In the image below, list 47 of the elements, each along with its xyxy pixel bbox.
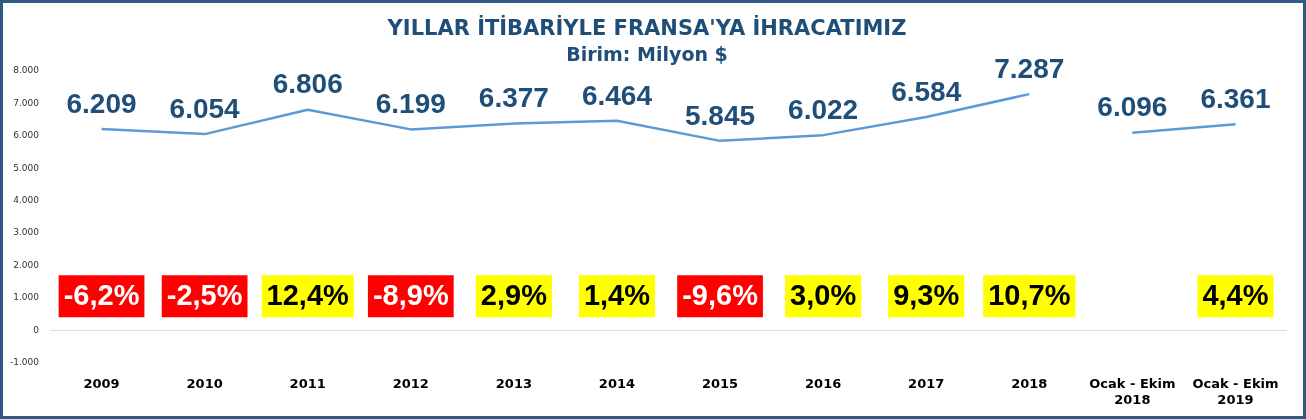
annotation: 10,7% <box>988 279 1071 312</box>
x-tick-label: 2015 <box>701 375 739 391</box>
y-tick-label: 6.000 <box>13 130 40 141</box>
x-tick-label: 2011 <box>289 375 326 391</box>
data-label: 6.806 <box>272 68 343 100</box>
y-tick-label: 5.000 <box>13 162 40 173</box>
y-tick-label: -1.000 <box>10 357 40 368</box>
x-tick-label: Ocak - Ekim 2019 <box>1192 375 1279 407</box>
y-tick-label: 3.000 <box>13 227 40 238</box>
x-tick-label: 2012 <box>392 375 429 391</box>
data-label: 6.022 <box>788 93 859 125</box>
y-tick-label: 7.000 <box>13 97 40 108</box>
y-tick-label: 0 <box>33 324 40 335</box>
annotation: -2,5% <box>166 279 243 312</box>
annotation: 9,3% <box>893 279 960 312</box>
annotation: 4,4% <box>1202 279 1269 312</box>
data-label: 6.377 <box>478 82 549 114</box>
chart-title: YILLAR İTİBARİYLE FRANSA'YA İHRACATIMIZ <box>386 15 907 41</box>
y-tick-label: 2.000 <box>13 259 40 270</box>
data-label: 6.199 <box>375 88 446 120</box>
x-tick-label: 2014 <box>598 375 636 391</box>
annotation: -6,2% <box>63 279 140 312</box>
y-tick-label: 4.000 <box>13 195 40 206</box>
y-tick-label: 1.000 <box>13 292 40 303</box>
y-tick-label: 8.000 <box>13 65 40 76</box>
annotation: 1,4% <box>583 279 651 312</box>
x-tick-label: Ocak - Ekim 2018 <box>1089 375 1176 407</box>
data-label: 6.209 <box>66 87 137 119</box>
data-label: 6.361 <box>1200 82 1271 114</box>
annotation: 2,9% <box>480 279 548 312</box>
x-tick-label: 2010 <box>186 375 223 391</box>
annotation: -9,6% <box>682 279 759 312</box>
x-tick-label: 2009 <box>83 375 120 391</box>
annotation: -8,9% <box>372 279 449 312</box>
data-label: 6.464 <box>581 79 653 111</box>
data-label: 6.096 <box>1097 91 1168 123</box>
x-tick-label: 2018 <box>1011 375 1048 391</box>
annotation: 12,4% <box>266 279 350 312</box>
data-label: 5.845 <box>685 99 756 131</box>
data-label: 7.287 <box>994 52 1065 84</box>
chart-subtitle: Birim: Milyon $ <box>566 42 728 65</box>
x-tick-label: 2013 <box>495 375 532 391</box>
x-tick-label: 2016 <box>805 375 842 391</box>
x-tick-label: 2017 <box>908 375 945 391</box>
annotation: 3,0% <box>790 279 857 312</box>
data-label: 6.054 <box>169 92 241 124</box>
data-label: 6.584 <box>891 75 962 107</box>
